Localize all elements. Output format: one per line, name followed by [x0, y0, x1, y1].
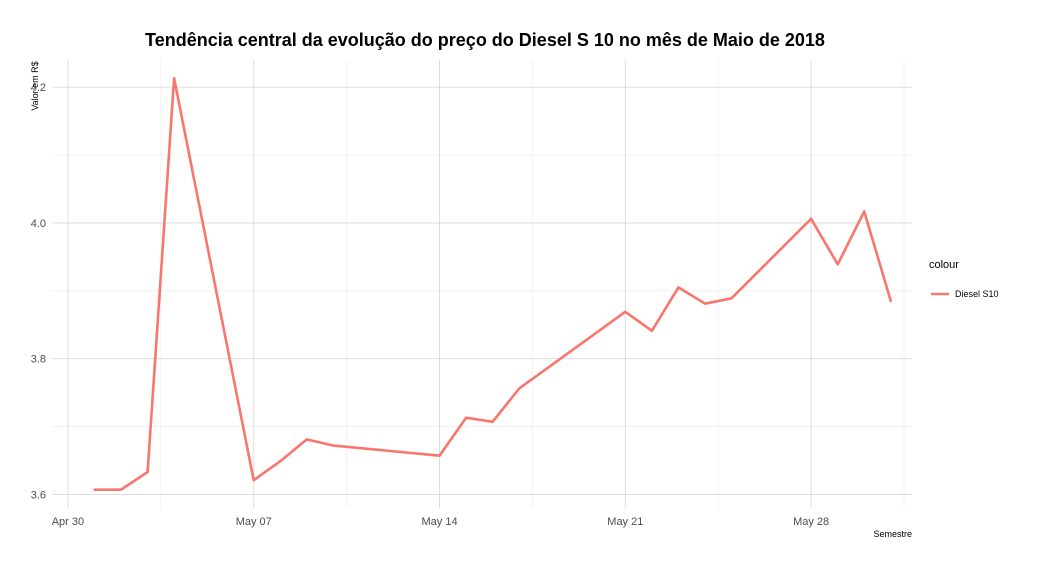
- data-point: [305, 438, 309, 441]
- data-point: [279, 459, 282, 463]
- series-line-diesel-s10: [94, 77, 893, 492]
- data-point: [677, 286, 680, 289]
- y-tick-label: 3.8: [31, 354, 46, 366]
- x-axis-title: Semestre: [873, 529, 912, 539]
- y-axis-ticks: 3.6 3.8 4.0 4.2: [31, 82, 46, 501]
- legend: colour Diesel S10: [929, 259, 999, 299]
- data-point: [863, 210, 866, 213]
- series-layer: [93, 77, 893, 492]
- legend-title: colour: [929, 259, 959, 271]
- x-tick-label: May 28: [793, 516, 829, 528]
- data-point: [650, 329, 654, 333]
- data-point: [730, 297, 733, 300]
- x-tick-label: May 21: [607, 516, 643, 528]
- data-point: [836, 263, 839, 266]
- y-tick-label: 4.0: [31, 218, 46, 230]
- minor-gridlines: [52, 60, 912, 508]
- data-point: [332, 444, 335, 447]
- major-gridlines: [52, 60, 912, 508]
- data-point: [252, 478, 255, 482]
- data-point: [146, 470, 149, 474]
- x-tick-label: May 14: [421, 516, 457, 528]
- data-point: [491, 420, 494, 423]
- x-tick-label: May 07: [236, 516, 272, 528]
- y-axis-title: Valor em R$: [30, 61, 40, 110]
- y-tick-label: 3.6: [31, 489, 46, 501]
- data-point: [119, 488, 123, 491]
- data-point: [703, 302, 707, 305]
- data-point: [517, 387, 521, 390]
- data-point: [624, 310, 627, 314]
- data-point: [809, 217, 813, 221]
- chart-title: Tendência central da evolução do preço d…: [145, 30, 825, 50]
- x-axis-ticks: Apr 30 May 07 May 14 May 21 May 28: [52, 516, 829, 528]
- x-tick-label: Apr 30: [52, 516, 84, 528]
- legend-label-diesel-s10: Diesel S10: [955, 289, 999, 299]
- data-point: [438, 454, 441, 457]
- y-tick-label: 4.2: [31, 82, 46, 94]
- data-point: [93, 488, 96, 491]
- data-point: [464, 416, 468, 419]
- data-point: [889, 299, 892, 303]
- data-point: [172, 77, 176, 80]
